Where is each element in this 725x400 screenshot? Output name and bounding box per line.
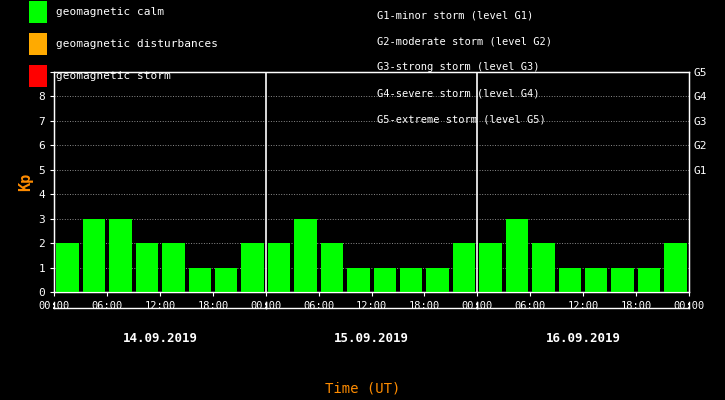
Bar <box>188 268 211 292</box>
Text: 16.09.2019: 16.09.2019 <box>545 332 621 345</box>
Bar <box>558 268 581 292</box>
Text: G2-moderate storm (level G2): G2-moderate storm (level G2) <box>377 36 552 46</box>
Y-axis label: Kp: Kp <box>18 173 33 191</box>
Text: G3-strong storm (level G3): G3-strong storm (level G3) <box>377 62 539 72</box>
Bar <box>320 243 343 292</box>
Text: geomagnetic calm: geomagnetic calm <box>56 7 164 17</box>
Text: geomagnetic storm: geomagnetic storm <box>56 71 170 81</box>
Bar <box>347 268 370 292</box>
Bar <box>638 268 660 292</box>
Bar <box>664 243 687 292</box>
Bar <box>109 219 132 292</box>
Text: G4-severe storm (level G4): G4-severe storm (level G4) <box>377 88 539 98</box>
Bar <box>426 268 449 292</box>
Text: G1-minor storm (level G1): G1-minor storm (level G1) <box>377 10 534 20</box>
Text: G5-extreme storm (level G5): G5-extreme storm (level G5) <box>377 114 546 124</box>
Bar <box>83 219 105 292</box>
Bar <box>585 268 608 292</box>
Bar <box>162 243 185 292</box>
Text: 15.09.2019: 15.09.2019 <box>334 332 409 345</box>
Bar <box>453 243 476 292</box>
Bar <box>136 243 158 292</box>
Text: Time (UT): Time (UT) <box>325 382 400 396</box>
Bar <box>479 243 502 292</box>
Bar <box>294 219 317 292</box>
Bar <box>532 243 555 292</box>
Bar <box>215 268 237 292</box>
Bar <box>268 243 290 292</box>
Bar <box>611 268 634 292</box>
Bar <box>506 219 529 292</box>
Text: geomagnetic disturbances: geomagnetic disturbances <box>56 39 217 49</box>
Bar <box>373 268 396 292</box>
Bar <box>400 268 423 292</box>
Bar <box>241 243 264 292</box>
Bar <box>57 243 79 292</box>
Text: 14.09.2019: 14.09.2019 <box>123 332 198 345</box>
